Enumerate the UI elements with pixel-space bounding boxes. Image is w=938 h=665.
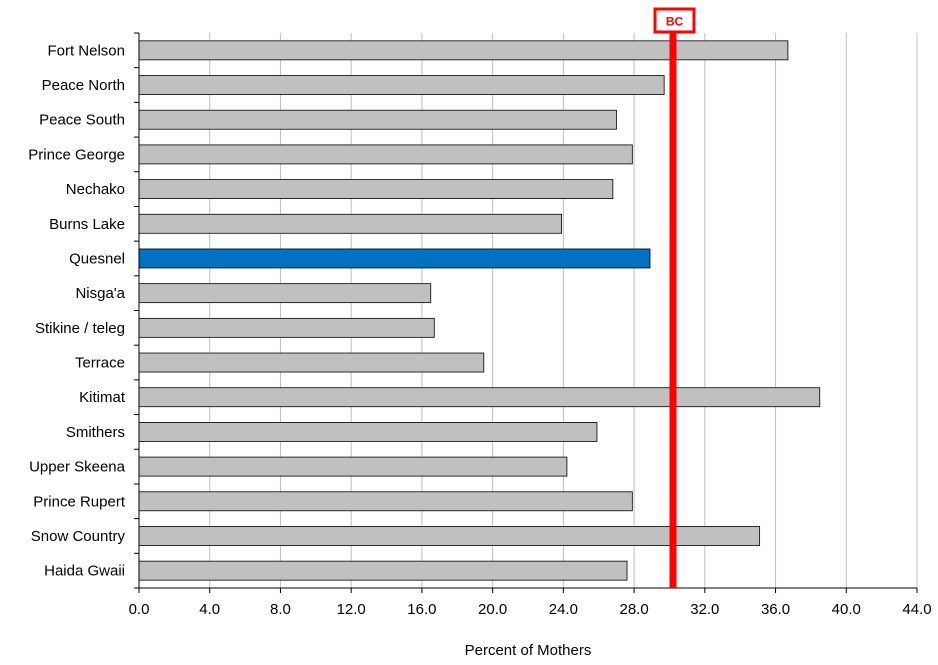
reference-line-group: BC: [653, 7, 696, 588]
category-label: Peace South: [39, 112, 125, 129]
x-tick-label: 40.0: [832, 601, 861, 618]
bar: [138, 283, 432, 304]
x-tick-label: 36.0: [761, 601, 790, 618]
bar: [138, 144, 633, 165]
category-label: Stikine / teleg: [35, 320, 125, 337]
x-tick-label: 28.0: [619, 601, 648, 618]
bar: [138, 75, 665, 95]
category-label: Kitimat: [79, 389, 126, 406]
bar: [138, 526, 761, 546]
x-tick-label: 24.0: [549, 601, 578, 618]
x-tick-label: 20.0: [478, 601, 507, 618]
category-label: Prince Rupert: [33, 493, 126, 510]
axes: [134, 32, 917, 589]
category-label: Burns Lake: [49, 216, 125, 233]
category-label: Smithers: [66, 424, 125, 441]
x-axis-title: Percent of Mothers: [464, 642, 592, 659]
bar: [138, 387, 821, 408]
category-label: Fort Nelson: [47, 42, 125, 59]
bar: [138, 317, 435, 338]
bar: [138, 213, 562, 234]
x-tick-label: 8.0: [270, 601, 291, 618]
bar: [138, 491, 633, 512]
category-label: Quesnel: [69, 250, 125, 267]
bar: [138, 422, 598, 442]
category-label: Snow Country: [31, 528, 126, 545]
category-label: Haida Gwaii: [44, 563, 125, 580]
x-tick-label: 44.0: [902, 601, 931, 618]
x-tick-label: 0.0: [129, 601, 150, 618]
category-label: Nechako: [66, 181, 125, 198]
category-label: Upper Skeena: [29, 459, 126, 476]
category-label: Prince George: [28, 146, 125, 163]
x-tick-label: 4.0: [199, 601, 220, 618]
bar: [138, 109, 617, 130]
category-label: Peace North: [42, 77, 125, 94]
bar: [138, 352, 485, 373]
bar: [138, 179, 614, 199]
x-tick-label: 12.0: [337, 601, 366, 618]
x-tick-label: 32.0: [690, 601, 719, 618]
x-tick-labels: 0.0 4.0 8.0 12.0 16.0 20.0 24.0 28.0 32.0 36.0 40.…: [129, 588, 932, 618]
x-tick-label: 16.0: [407, 601, 436, 618]
reference-label-box: [653, 7, 696, 34]
bar: [138, 40, 789, 61]
bar: [138, 560, 628, 581]
bar-highlighted: [138, 248, 651, 269]
category-label: Nisga'a: [75, 285, 125, 302]
category-labels: Fort Nelson Peace North Peace South Prince …: [28, 42, 126, 579]
bars-group: [138, 40, 821, 581]
reference-label: BC: [666, 15, 684, 29]
category-label: Terrace: [75, 355, 125, 372]
bar: [138, 456, 568, 477]
